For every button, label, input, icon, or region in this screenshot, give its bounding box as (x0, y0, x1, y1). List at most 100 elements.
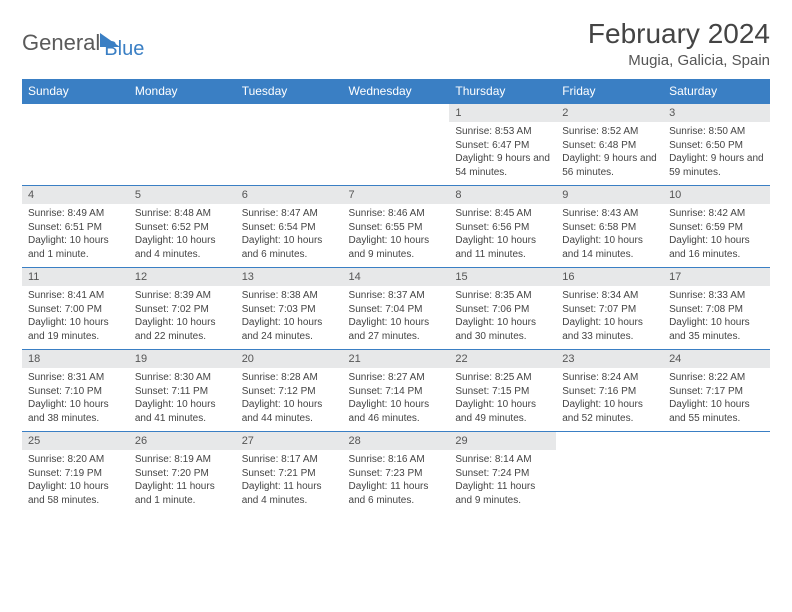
sunset-text: Sunset: 7:20 PM (135, 467, 230, 481)
day-number-cell (129, 104, 236, 123)
sunset-text: Sunset: 7:06 PM (455, 303, 550, 317)
daylight-text: Daylight: 10 hours and 14 minutes. (562, 234, 657, 261)
day-number-cell: 5 (129, 186, 236, 205)
sunset-text: Sunset: 7:19 PM (28, 467, 123, 481)
sunrise-text: Sunrise: 8:31 AM (28, 371, 123, 385)
sunset-text: Sunset: 7:02 PM (135, 303, 230, 317)
day-number-cell: 7 (343, 186, 450, 205)
sunset-text: Sunset: 7:15 PM (455, 385, 550, 399)
day-content-cell: Sunrise: 8:14 AMSunset: 7:24 PMDaylight:… (449, 450, 556, 513)
day-number-cell: 1 (449, 104, 556, 123)
day-content-cell: Sunrise: 8:16 AMSunset: 7:23 PMDaylight:… (343, 450, 450, 513)
day-number-cell: 29 (449, 432, 556, 451)
sunrise-text: Sunrise: 8:16 AM (349, 453, 444, 467)
sunrise-text: Sunrise: 8:17 AM (242, 453, 337, 467)
daylight-text: Daylight: 11 hours and 4 minutes. (242, 480, 337, 507)
sunset-text: Sunset: 7:04 PM (349, 303, 444, 317)
day-content-cell: Sunrise: 8:42 AMSunset: 6:59 PMDaylight:… (663, 204, 770, 268)
day-content-row: Sunrise: 8:31 AMSunset: 7:10 PMDaylight:… (22, 368, 770, 432)
day-content-cell: Sunrise: 8:25 AMSunset: 7:15 PMDaylight:… (449, 368, 556, 432)
sunset-text: Sunset: 6:59 PM (669, 221, 764, 235)
day-number-cell: 14 (343, 268, 450, 287)
sunset-text: Sunset: 7:07 PM (562, 303, 657, 317)
day-content-cell: Sunrise: 8:24 AMSunset: 7:16 PMDaylight:… (556, 368, 663, 432)
brand-part1: General (22, 30, 100, 56)
day-number-cell: 16 (556, 268, 663, 287)
sunset-text: Sunset: 7:17 PM (669, 385, 764, 399)
day-content-cell: Sunrise: 8:34 AMSunset: 7:07 PMDaylight:… (556, 286, 663, 350)
sunrise-text: Sunrise: 8:37 AM (349, 289, 444, 303)
day-number-row: 18192021222324 (22, 350, 770, 369)
sunrise-text: Sunrise: 8:48 AM (135, 207, 230, 221)
day-content-cell: Sunrise: 8:20 AMSunset: 7:19 PMDaylight:… (22, 450, 129, 513)
day-content-cell: Sunrise: 8:35 AMSunset: 7:06 PMDaylight:… (449, 286, 556, 350)
sunrise-text: Sunrise: 8:47 AM (242, 207, 337, 221)
day-content-cell (556, 450, 663, 513)
day-content-cell: Sunrise: 8:17 AMSunset: 7:21 PMDaylight:… (236, 450, 343, 513)
sunrise-text: Sunrise: 8:14 AM (455, 453, 550, 467)
daylight-text: Daylight: 10 hours and 27 minutes. (349, 316, 444, 343)
sunrise-text: Sunrise: 8:39 AM (135, 289, 230, 303)
day-content-cell: Sunrise: 8:19 AMSunset: 7:20 PMDaylight:… (129, 450, 236, 513)
sunrise-text: Sunrise: 8:45 AM (455, 207, 550, 221)
sunrise-text: Sunrise: 8:53 AM (455, 125, 550, 139)
day-content-cell: Sunrise: 8:43 AMSunset: 6:58 PMDaylight:… (556, 204, 663, 268)
sunset-text: Sunset: 6:58 PM (562, 221, 657, 235)
sunset-text: Sunset: 6:51 PM (28, 221, 123, 235)
location-label: Mugia, Galicia, Spain (588, 52, 770, 69)
day-number-cell: 11 (22, 268, 129, 287)
day-content-cell: Sunrise: 8:45 AMSunset: 6:56 PMDaylight:… (449, 204, 556, 268)
day-number-row: 123 (22, 104, 770, 123)
sunset-text: Sunset: 6:56 PM (455, 221, 550, 235)
day-content-row: Sunrise: 8:49 AMSunset: 6:51 PM Daylight:… (22, 204, 770, 268)
sunrise-text: Sunrise: 8:42 AM (669, 207, 764, 221)
sunset-text: Sunset: 6:50 PM (669, 139, 764, 153)
day-number-cell: 15 (449, 268, 556, 287)
sunrise-text: Sunrise: 8:28 AM (242, 371, 337, 385)
daylight-text: Daylight: 10 hours and 52 minutes. (562, 398, 657, 425)
day-content-cell: Sunrise: 8:52 AMSunset: 6:48 PMDaylight:… (556, 122, 663, 186)
day-content-row: Sunrise: 8:41 AMSunset: 7:00 PMDaylight:… (22, 286, 770, 350)
daylight-text: Daylight: 10 hours and 30 minutes. (455, 316, 550, 343)
sunset-text: Sunset: 6:48 PM (562, 139, 657, 153)
sunset-text: Sunset: 7:16 PM (562, 385, 657, 399)
day-content-cell: Sunrise: 8:46 AMSunset: 6:55 PMDaylight:… (343, 204, 450, 268)
daylight-text: Daylight: 10 hours and 38 minutes. (28, 398, 123, 425)
daylight-text: Daylight: 11 hours and 1 minute. (135, 480, 230, 507)
day-number-cell: 19 (129, 350, 236, 369)
daylight-text: Daylight: 10 hours and 55 minutes. (669, 398, 764, 425)
day-content-cell (22, 122, 129, 186)
day-number-row: 2526272829 (22, 432, 770, 451)
daylight-text: Daylight: 10 hours and 6 minutes. (242, 234, 337, 261)
day-content-row: Sunrise: 8:20 AMSunset: 7:19 PMDaylight:… (22, 450, 770, 513)
day-number-cell: 9 (556, 186, 663, 205)
daylight-text: Daylight: 10 hours and 9 minutes. (349, 234, 444, 261)
daylight-text: Daylight: 10 hours and 33 minutes. (562, 316, 657, 343)
sunrise-text: Sunrise: 8:49 AM (28, 207, 123, 221)
day-content-cell: Sunrise: 8:41 AMSunset: 7:00 PMDaylight:… (22, 286, 129, 350)
day-number-cell: 24 (663, 350, 770, 369)
day-content-cell: Sunrise: 8:50 AMSunset: 6:50 PMDaylight:… (663, 122, 770, 186)
sunrise-text: Sunrise: 8:24 AM (562, 371, 657, 385)
day-content-cell: Sunrise: 8:47 AMSunset: 6:54 PMDaylight:… (236, 204, 343, 268)
day-content-cell: Sunrise: 8:30 AMSunset: 7:11 PMDaylight:… (129, 368, 236, 432)
day-content-cell: Sunrise: 8:38 AMSunset: 7:03 PMDaylight:… (236, 286, 343, 350)
daylight-text: Daylight: 10 hours and 4 minutes. (135, 234, 230, 261)
sunset-text: Sunset: 7:23 PM (349, 467, 444, 481)
daylight-text: Daylight: 10 hours and 22 minutes. (135, 316, 230, 343)
sunset-text: Sunset: 7:08 PM (669, 303, 764, 317)
daylight-text: Daylight: 11 hours and 9 minutes. (455, 480, 550, 507)
sunrise-text: Sunrise: 8:33 AM (669, 289, 764, 303)
day-number-cell: 12 (129, 268, 236, 287)
weekday-header-row: Sunday Monday Tuesday Wednesday Thursday… (22, 79, 770, 104)
day-number-cell: 25 (22, 432, 129, 451)
daylight-text: Daylight: 10 hours and 16 minutes. (669, 234, 764, 261)
daylight-text: Daylight: 10 hours and 44 minutes. (242, 398, 337, 425)
calendar-page: General Blue February 2024 Mugia, Galici… (0, 0, 792, 531)
weekday-header: Wednesday (343, 79, 450, 104)
sunset-text: Sunset: 7:10 PM (28, 385, 123, 399)
daylight-text: Daylight: 10 hours and 11 minutes. (455, 234, 550, 261)
day-number-cell (663, 432, 770, 451)
sunset-text: Sunset: 7:00 PM (28, 303, 123, 317)
sunset-text: Sunset: 6:55 PM (349, 221, 444, 235)
